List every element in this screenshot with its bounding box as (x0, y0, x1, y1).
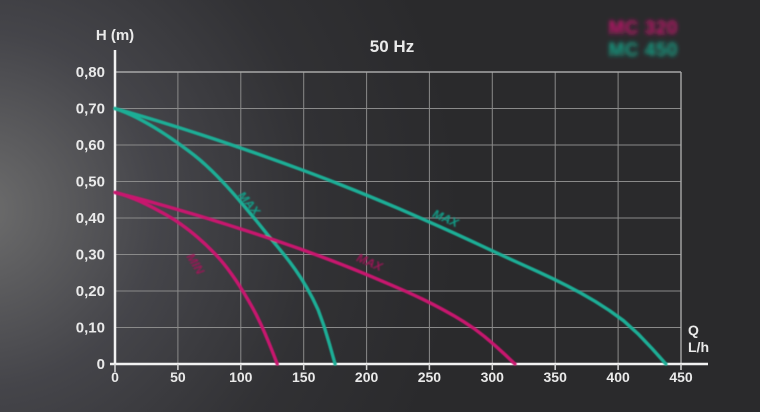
svg-text:50 Hz: 50 Hz (370, 37, 414, 56)
svg-text:MAX: MAX (431, 207, 462, 231)
svg-text:350: 350 (544, 369, 568, 385)
svg-text:H (m): H (m) (96, 27, 134, 44)
svg-text:450: 450 (669, 369, 693, 385)
svg-text:0,10: 0,10 (76, 320, 105, 337)
svg-text:0,40: 0,40 (76, 210, 105, 227)
svg-text:150: 150 (292, 369, 316, 385)
svg-text:0,30: 0,30 (76, 247, 105, 264)
svg-text:MAX: MAX (235, 189, 264, 219)
svg-text:0,70: 0,70 (76, 101, 105, 118)
svg-text:0: 0 (97, 356, 105, 373)
svg-text:0,80: 0,80 (76, 64, 105, 81)
svg-text:100: 100 (229, 369, 253, 385)
svg-text:50: 50 (170, 369, 186, 385)
svg-text:MC 450: MC 450 (608, 40, 678, 61)
svg-text:0,20: 0,20 (76, 283, 105, 300)
svg-text:MC 320: MC 320 (608, 18, 678, 39)
svg-text:400: 400 (606, 369, 630, 385)
svg-text:300: 300 (481, 369, 505, 385)
svg-text:250: 250 (418, 369, 442, 385)
svg-text:Q: Q (688, 322, 699, 338)
svg-text:200: 200 (355, 369, 379, 385)
svg-text:0,50: 0,50 (76, 174, 105, 191)
svg-text:0: 0 (111, 369, 119, 385)
svg-text:L/h: L/h (688, 339, 709, 355)
svg-text:0,60: 0,60 (76, 137, 105, 154)
